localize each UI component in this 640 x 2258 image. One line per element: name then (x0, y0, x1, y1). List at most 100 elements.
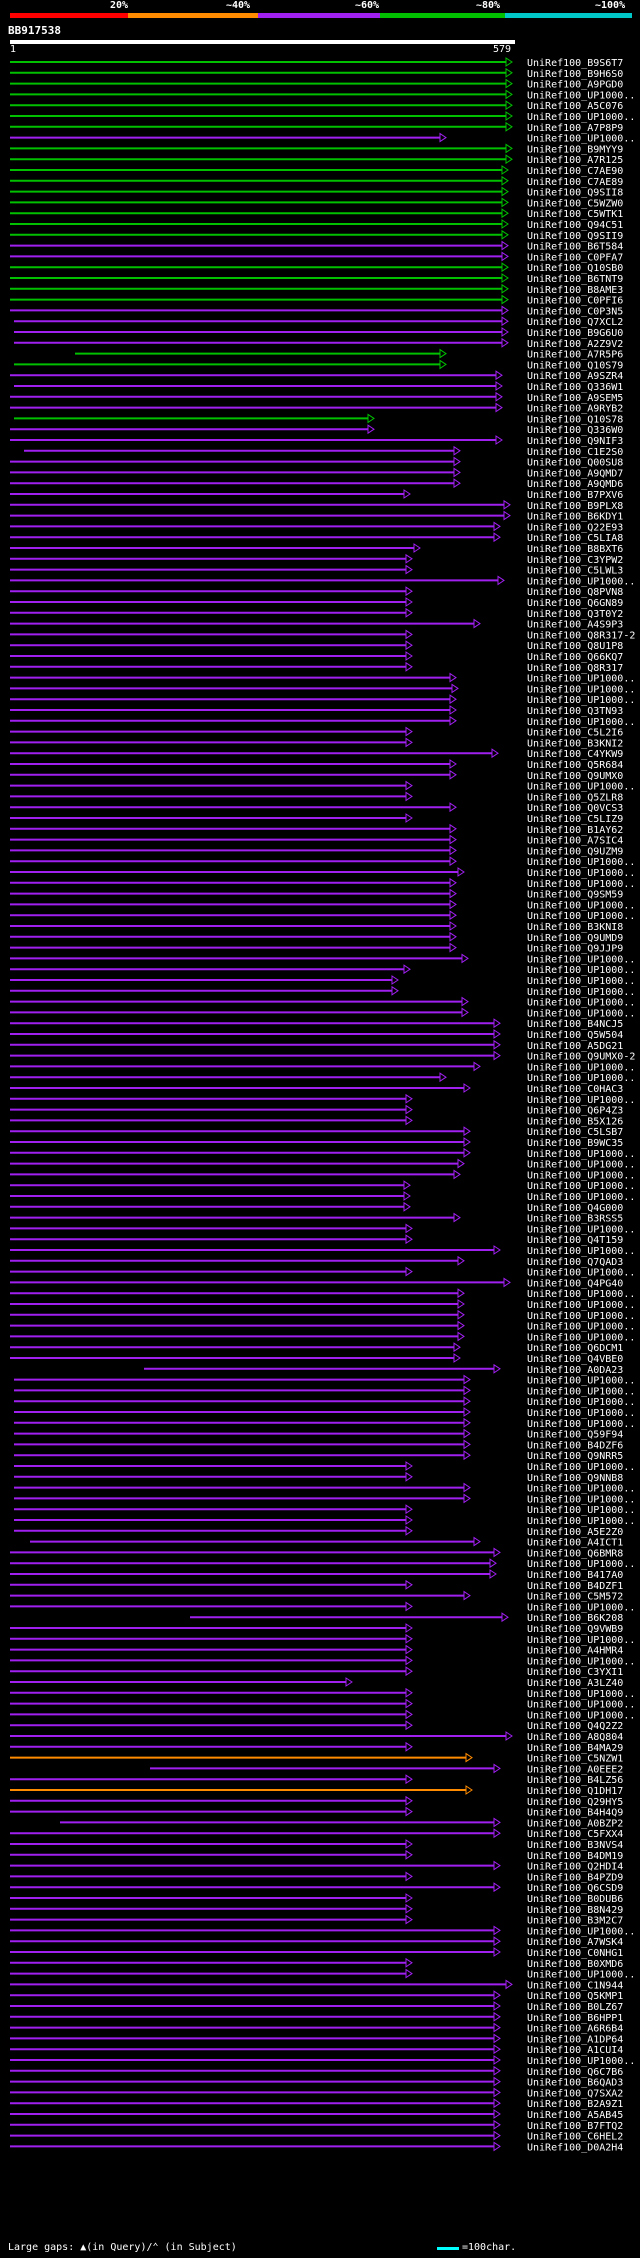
hit-row[interactable]: UniRef100_UP1000.. (10, 1968, 635, 1981)
hit-row[interactable]: UniRef100_UP1000.. (14, 1515, 635, 1527)
hit-label[interactable]: UniRef100_C5LWL3 (527, 566, 623, 577)
hit-row[interactable]: UniRef100_UP1000.. (10, 953, 635, 965)
hit-label[interactable]: UniRef100_B4NCJ5 (527, 1019, 623, 1030)
hit-label[interactable]: UniRef100_UP1000.. (527, 1192, 635, 1203)
hit-row[interactable]: UniRef100_A4HMR4 (10, 1644, 623, 1657)
hit-row[interactable]: UniRef100_Q0VCS3 (10, 802, 623, 814)
hit-row[interactable]: UniRef100_UP1000.. (10, 715, 635, 728)
hit-label[interactable]: UniRef100_Q9UMX0 (527, 771, 623, 782)
hit-label[interactable]: UniRef100_Q9VWB9 (527, 1624, 623, 1635)
hit-row[interactable]: UniRef100_A7WSK4 (10, 1936, 623, 1948)
hit-row[interactable]: UniRef100_UP1000.. (10, 1288, 635, 1300)
hit-row[interactable]: UniRef100_Q10SB0 (10, 262, 623, 274)
hit-label[interactable]: UniRef100_UP1000.. (527, 976, 635, 987)
hit-label[interactable]: UniRef100_Q4T159 (527, 1235, 623, 1246)
hit-label[interactable]: UniRef100_A9SEM5 (527, 393, 623, 404)
hit-row[interactable]: UniRef100_UP1000.. (10, 132, 635, 145)
hit-row[interactable]: UniRef100_UP1000.. (10, 2055, 635, 2067)
hit-label[interactable]: UniRef100_UP1000.. (527, 1289, 635, 1300)
hit-row[interactable]: UniRef100_Q66KQ7 (10, 651, 623, 663)
hit-label[interactable]: UniRef100_B3KNI2 (527, 738, 623, 749)
hit-row[interactable]: UniRef100_Q94C51 (10, 219, 623, 231)
hit-row[interactable]: UniRef100_B9PLX8 (10, 499, 623, 512)
hit-label[interactable]: UniRef100_UP1000.. (527, 1516, 635, 1527)
hit-label[interactable]: UniRef100_A0EEE2 (527, 1764, 623, 1775)
hit-label[interactable]: UniRef100_UP1000.. (527, 1700, 635, 1711)
hit-row[interactable]: UniRef100_Q9UMD9 (10, 931, 623, 944)
hit-label[interactable]: UniRef100_C6HEL2 (527, 2132, 623, 2143)
hit-row[interactable]: UniRef100_B7PXV6 (10, 489, 623, 501)
hit-label[interactable]: UniRef100_Q8R317-2 (527, 630, 635, 641)
hit-row[interactable]: UniRef100_UP1000.. (10, 1223, 635, 1235)
hit-label[interactable]: UniRef100_UP1000.. (527, 1095, 635, 1106)
hit-label[interactable]: UniRef100_UP1000.. (527, 1397, 635, 1408)
hit-label[interactable]: UniRef100_UP1000.. (527, 1322, 635, 1333)
hit-row[interactable]: UniRef100_Q9NIF3 (10, 435, 623, 447)
hit-label[interactable]: UniRef100_Q94C51 (527, 220, 623, 231)
hit-label[interactable]: UniRef100_Q6GN89 (527, 598, 623, 609)
hit-row[interactable]: UniRef100_A6R6B4 (10, 2022, 623, 2035)
hit-label[interactable]: UniRef100_B4DZF1 (527, 1581, 623, 1592)
hit-row[interactable]: UniRef100_UP1000.. (10, 1633, 635, 1646)
hit-row[interactable]: UniRef100_B6T584 (10, 240, 623, 253)
hit-row[interactable]: UniRef100_UP1000.. (14, 1385, 635, 1397)
hit-row[interactable]: UniRef100_A7R5P6 (75, 348, 623, 361)
hit-row[interactable]: UniRef100_UP1000.. (10, 1299, 635, 1311)
hit-label[interactable]: UniRef100_UP1000.. (527, 1332, 635, 1343)
hit-label[interactable]: UniRef100_B9MYY9 (527, 144, 623, 155)
hit-label[interactable]: UniRef100_C5NZW1 (527, 1754, 623, 1765)
hit-row[interactable]: UniRef100_Q3T0Y2 (10, 607, 623, 620)
hit-label[interactable]: UniRef100_Q9NIF3 (527, 436, 623, 447)
hit-row[interactable]: UniRef100_Q9SII8 (10, 186, 623, 199)
hit-row[interactable]: UniRef100_A7R125 (10, 154, 623, 166)
hit-label[interactable]: UniRef100_Q10S79 (527, 360, 623, 371)
hit-row[interactable]: UniRef100_UP1000.. (10, 856, 635, 868)
hit-label[interactable]: UniRef100_B3NVS4 (527, 1840, 623, 1851)
hit-label[interactable]: UniRef100_UP1000.. (527, 857, 635, 868)
hit-label[interactable]: UniRef100_C0NHG1 (527, 1948, 623, 1959)
hit-label[interactable]: UniRef100_UP1000.. (527, 868, 635, 879)
hit-label[interactable]: UniRef100_D0A2H4 (527, 2142, 623, 2153)
hit-row[interactable]: UniRef100_Q3TN93 (10, 705, 623, 717)
hit-label[interactable]: UniRef100_C0PFA7 (527, 252, 623, 263)
hit-label[interactable]: UniRef100_C5WZW0 (527, 198, 623, 209)
hit-label[interactable]: UniRef100_UP1000.. (527, 1462, 635, 1473)
hit-row[interactable]: UniRef100_B8AME3 (10, 283, 623, 296)
hit-row[interactable]: UniRef100_UP1000.. (10, 1093, 635, 1106)
hit-label[interactable]: UniRef100_Q336W0 (527, 425, 623, 436)
hit-label[interactable]: UniRef100_Q8R317 (527, 663, 623, 674)
hit-label[interactable]: UniRef100_C7AE89 (527, 177, 623, 188)
hit-label[interactable]: UniRef100_Q1DH17 (527, 1786, 623, 1797)
hit-row[interactable]: UniRef100_Q5ZLR8 (10, 791, 623, 803)
hit-row[interactable]: UniRef100_UP1000.. (10, 1158, 635, 1171)
hit-row[interactable]: UniRef100_A9SZR4 (10, 370, 623, 382)
hit-label[interactable]: UniRef100_UP1000.. (527, 717, 635, 728)
hit-row[interactable]: UniRef100_B3NVS4 (10, 1839, 623, 1851)
hit-label[interactable]: UniRef100_C0P3N5 (527, 306, 623, 317)
hit-row[interactable]: UniRef100_B9WC35 (10, 1137, 623, 1149)
hit-label[interactable]: UniRef100_UP1000.. (527, 90, 635, 101)
hit-label[interactable]: UniRef100_UP1000.. (527, 1689, 635, 1700)
hit-row[interactable]: UniRef100_B1AY62 (10, 823, 623, 836)
hit-row[interactable]: UniRef100_Q1DH17 (10, 1785, 623, 1797)
hit-label[interactable]: UniRef100_Q2HDI4 (527, 1862, 623, 1873)
hit-row[interactable]: UniRef100_A8Q804 (10, 1731, 623, 1743)
hit-label[interactable]: UniRef100_B6K208 (527, 1613, 623, 1624)
hit-row[interactable]: UniRef100_C5LIZ9 (10, 813, 623, 825)
hit-row[interactable]: UniRef100_C5WZW0 (10, 197, 623, 209)
hit-label[interactable]: UniRef100_UP1000.. (527, 998, 635, 1009)
hit-row[interactable]: UniRef100_UP1000.. (10, 1687, 635, 1700)
hit-label[interactable]: UniRef100_A4ICT1 (527, 1538, 623, 1549)
hit-label[interactable]: UniRef100_UP1000.. (527, 1386, 635, 1397)
hit-row[interactable]: UniRef100_Q9UZM9 (10, 845, 623, 857)
hit-row[interactable]: UniRef100_Q6DCM1 (10, 1342, 623, 1354)
hit-row[interactable]: UniRef100_Q6CSD9 (10, 1882, 623, 1894)
hit-label[interactable]: UniRef100_C5L2I6 (527, 728, 623, 739)
hit-label[interactable]: UniRef100_Q10SB0 (527, 263, 623, 274)
hit-row[interactable]: UniRef100_Q9JJP9 (10, 942, 623, 955)
hit-label[interactable]: UniRef100_A5AB45 (527, 2110, 623, 2121)
hit-label[interactable]: UniRef100_Q6P4Z3 (527, 1106, 623, 1117)
hit-label[interactable]: UniRef100_UP1000.. (527, 112, 635, 123)
hit-label[interactable]: UniRef100_C5FXX4 (527, 1829, 623, 1840)
hit-row[interactable]: UniRef100_C5L2I6 (10, 726, 623, 739)
